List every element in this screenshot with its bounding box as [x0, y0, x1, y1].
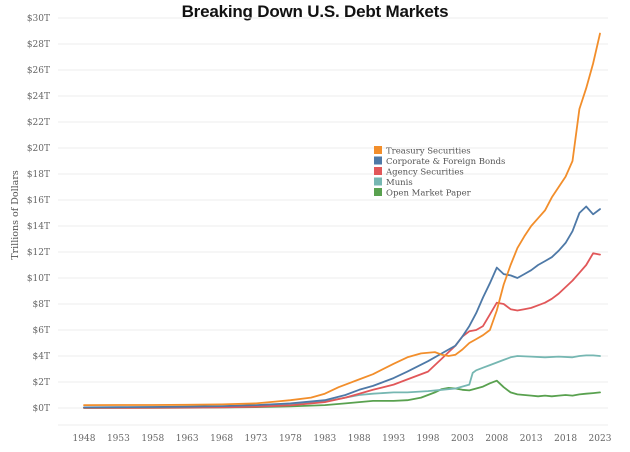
x-tick-label: 2018 — [554, 434, 577, 444]
series-line-agency-securities — [83, 252, 601, 409]
y-tick-label: $28T — [27, 40, 50, 50]
x-tick-label: 2003 — [451, 434, 474, 444]
y-tick-label: $26T — [27, 66, 50, 76]
series-lines — [83, 32, 601, 409]
legend-swatch — [374, 177, 382, 186]
y-tick-label: $12T — [27, 248, 50, 258]
x-tick-label: 1993 — [382, 434, 405, 444]
legend-swatch — [374, 146, 382, 154]
legend-label: Munis — [386, 178, 413, 188]
x-axis-ticks: 1948 1953 1958 1963 1968 1973 1978 1983 1988 1993… — [73, 434, 612, 444]
legend-item: Treasury Securities — [374, 146, 471, 157]
x-tick-label: 1983 — [313, 434, 336, 444]
legend-swatch — [374, 156, 382, 165]
legend-label: Corporate & Foreign Bonds — [386, 157, 505, 167]
legend-item: Corporate & Foreign Bonds — [374, 156, 505, 167]
x-tick-label: 1973 — [245, 434, 268, 444]
x-tick-label: 2013 — [520, 434, 543, 444]
legend-item: Open Market Paper — [374, 188, 472, 199]
y-axis-label: Trillions of Dollars — [10, 170, 21, 260]
legend-item: Munis — [374, 177, 413, 188]
legend-label: Agency Securities — [385, 168, 464, 178]
x-tick-label: 2023 — [589, 434, 612, 444]
gridlines — [58, 17, 608, 426]
x-tick-label: 1958 — [141, 434, 164, 444]
y-tick-label: $10T — [27, 274, 50, 284]
y-tick-label: $20T — [27, 144, 50, 154]
legend-swatch — [374, 167, 382, 175]
y-tick-label: $22T — [27, 118, 50, 128]
y-tick-label: $24T — [27, 92, 50, 102]
series-line-open-market-paper — [83, 379, 601, 409]
legend-label: Open Market Paper — [386, 189, 472, 199]
series-line-corporate-foreign-bonds — [83, 205, 601, 409]
y-tick-label: $4T — [33, 352, 50, 362]
y-tick-label: $6T — [33, 326, 50, 336]
x-tick-label: 1948 — [73, 434, 96, 444]
chart-title: Breaking Down U.S. Debt Markets — [181, 2, 449, 21]
x-tick-label: 1968 — [210, 434, 233, 444]
x-tick-label: 1998 — [417, 434, 440, 444]
legend-item: Agency Securities — [374, 167, 464, 178]
x-tick-label: 1988 — [348, 434, 371, 444]
y-tick-label: $0T — [33, 404, 50, 414]
y-tick-label: $8T — [33, 300, 50, 310]
x-tick-label: 1963 — [176, 434, 199, 444]
series-line-treasury-securities — [83, 32, 601, 406]
legend-label: Treasury Securities — [386, 147, 471, 157]
x-tick-label: 2008 — [485, 434, 508, 444]
y-tick-label: $30T — [27, 14, 50, 24]
y-tick-label: $18T — [27, 170, 50, 180]
y-tick-label: $16T — [27, 196, 50, 206]
y-axis-ticks: $0T $2T $4T $6T $8T $10T $12T $14T $16T $18T $20T $… — [27, 14, 50, 414]
x-tick-label: 1953 — [107, 434, 130, 444]
legend-swatch — [374, 188, 382, 196]
x-tick-label: 1978 — [279, 434, 302, 444]
y-tick-label: $2T — [33, 378, 50, 388]
y-tick-label: $14T — [27, 222, 50, 232]
